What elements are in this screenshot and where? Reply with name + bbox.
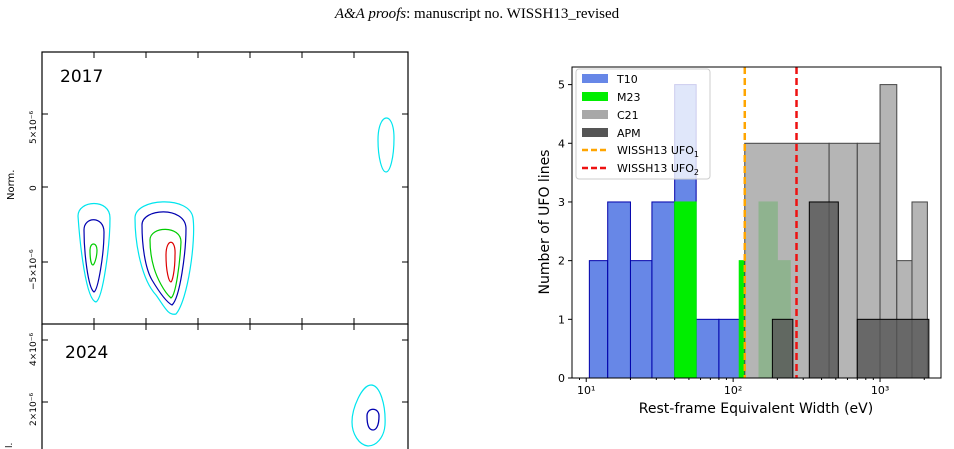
- contour-mid: [141, 211, 187, 306]
- ytick-label: 4×10⁻⁶: [29, 333, 39, 366]
- legend-swatch-apm: [582, 128, 608, 137]
- panel-2017-label: 2017: [60, 67, 103, 87]
- x-tick-label: 10¹: [577, 384, 595, 397]
- contour-outer: [77, 203, 111, 303]
- panel-2017-frame: [41, 51, 409, 325]
- histogram-bar-apm: [856, 318, 930, 379]
- histogram-bar-t10: [651, 201, 676, 379]
- panel-2024-ylabel: l.: [5, 443, 15, 448]
- x-axis-ticks: 10¹ 10² 10³: [577, 378, 925, 397]
- ytick-label: 0: [29, 185, 39, 191]
- ytick-label: −5×10⁻⁶: [29, 249, 39, 290]
- histogram-bar-t10: [695, 318, 720, 379]
- legend-swatch-m23: [582, 92, 608, 101]
- histogram-chart: 0 1 2 3 4 5 10¹ 10² 10³ Rest-frame Equivalent W…: [537, 66, 942, 417]
- contour-core: [165, 241, 176, 283]
- y-tick-label: 0: [558, 372, 565, 385]
- x-axis-label: Rest-frame Equivalent Width (eV): [639, 401, 873, 417]
- legend: T10 M23 C21 APM WISSH13 UFO1 WISSH13 UFO…: [575, 68, 711, 180]
- x-tick-label: 10³: [871, 384, 889, 397]
- contour-outer: [134, 201, 195, 315]
- plot-frame: [571, 66, 942, 379]
- page-header: A&A proofs: manuscript no. WISSH13_revis…: [0, 6, 954, 23]
- contour-mid: [83, 219, 105, 293]
- legend-label-m23: M23: [617, 91, 641, 104]
- legend-label-ufo2: WISSH13 UFO2: [617, 162, 699, 177]
- legend-label-t10: T10: [616, 73, 638, 86]
- manuscript-number: : manuscript no. WISSH13_revised: [406, 6, 620, 22]
- histogram-bar-m23: [674, 201, 697, 379]
- contour-figure: 2017 2024 Norm. l. 5×10⁻⁶ 0 −5×10⁻⁶ 4×10…: [5, 51, 409, 449]
- y-tick-label: 4: [558, 137, 565, 150]
- x-tick-label: 10²: [724, 384, 742, 397]
- panel-2024-label: 2024: [65, 343, 108, 363]
- y-tick-label: 1: [558, 313, 565, 326]
- contour-mid: [366, 408, 380, 431]
- contour-outer: [351, 384, 386, 447]
- histogram-bar-t10: [629, 260, 653, 379]
- journal-name: A&A proofs: [334, 6, 407, 22]
- panel-2017-ylabel: Norm.: [6, 170, 17, 200]
- histogram-bar-apm: [771, 318, 794, 379]
- y-axis-label: Number of UFO lines: [537, 150, 553, 295]
- contour-inner: [89, 243, 98, 266]
- legend-label-apm: APM: [617, 127, 641, 140]
- contour-ticks: [42, 52, 408, 403]
- legend-ufo1-name: WISSH13 UFO: [617, 144, 694, 157]
- legend-swatch-c21: [582, 110, 608, 119]
- y-tick-label: 2: [558, 255, 565, 268]
- contour-inner: [149, 228, 182, 299]
- y-tick-label: 3: [558, 196, 565, 209]
- legend-box: [575, 68, 711, 180]
- reference-lines: [743, 67, 798, 378]
- histogram-bar-t10: [718, 318, 741, 379]
- legend-label-ufo1: WISSH13 UFO1: [617, 144, 699, 159]
- histogram-bar-t10: [588, 260, 609, 379]
- contour-outer: [377, 117, 395, 173]
- legend-swatch-t10: [582, 74, 608, 83]
- histogram-bar-apm: [808, 201, 839, 379]
- histogram-bar-t10: [607, 201, 631, 379]
- legend-label-c21: C21: [617, 109, 639, 122]
- ytick-label: 5×10⁻⁶: [29, 111, 39, 144]
- y-tick-label: 5: [558, 79, 565, 92]
- legend-ufo2-name: WISSH13 UFO: [617, 162, 694, 175]
- legend-ufo1-sub: 1: [694, 150, 699, 159]
- ytick-label: 2×10⁻⁶: [29, 393, 39, 426]
- y-axis-ticks: 0 1 2 3 4 5: [558, 79, 572, 385]
- legend-ufo2-sub: 2: [694, 168, 699, 177]
